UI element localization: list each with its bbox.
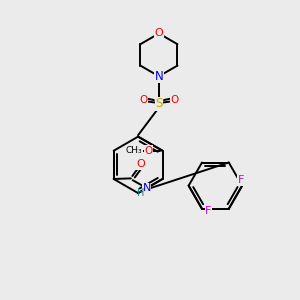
Text: O: O	[154, 28, 163, 38]
Text: O: O	[144, 146, 152, 156]
Text: H: H	[137, 188, 144, 198]
Text: F: F	[206, 206, 212, 216]
Text: S: S	[155, 98, 163, 110]
Text: O: O	[139, 95, 148, 105]
Text: O: O	[170, 95, 178, 105]
Text: N: N	[142, 183, 151, 193]
Text: CH₃: CH₃	[126, 146, 142, 155]
Text: F: F	[238, 175, 244, 185]
Text: O: O	[136, 159, 145, 169]
Text: N: N	[154, 70, 163, 83]
